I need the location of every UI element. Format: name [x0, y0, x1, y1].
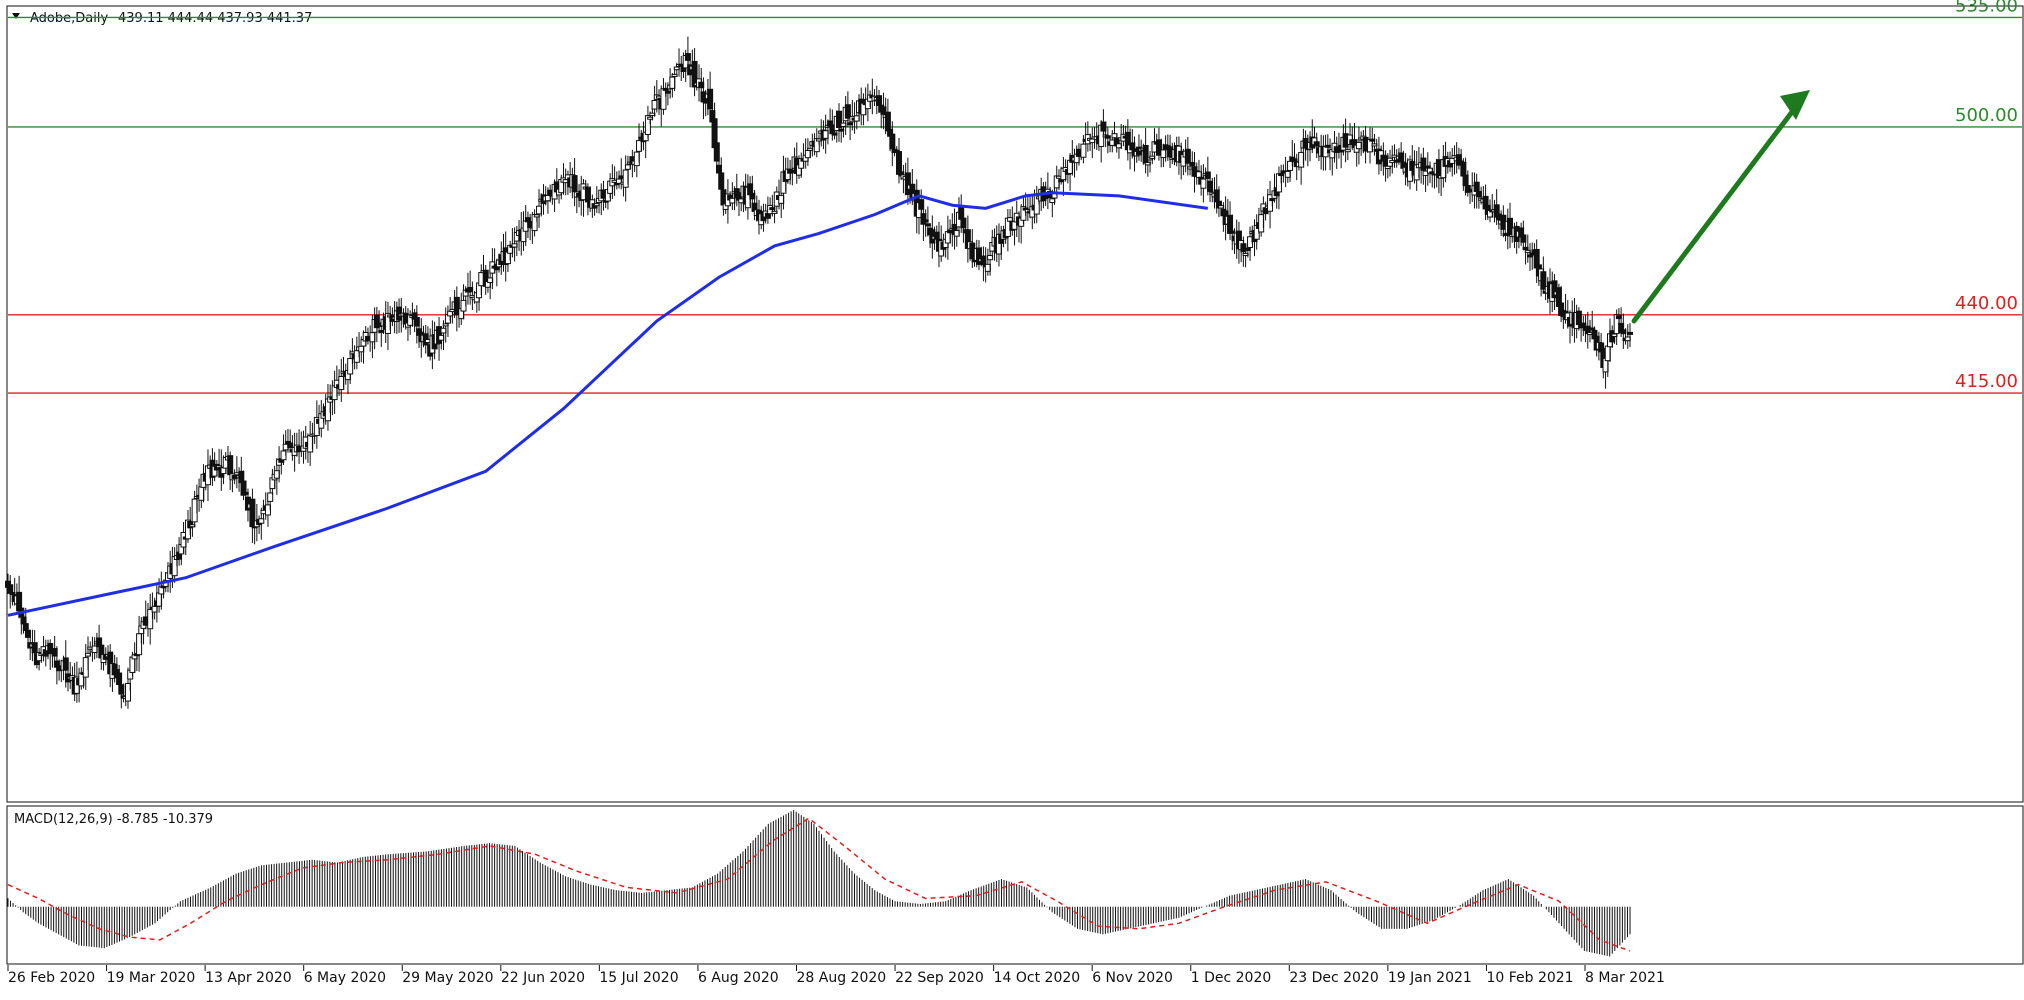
candle-body-540 [1204, 171, 1211, 179]
instrument-label: Adobe,Daily [30, 11, 108, 26]
macd-signal-path [7, 817, 1631, 952]
candle-body-603 [1344, 149, 1351, 153]
candle-body-288 [644, 115, 651, 135]
macd-panel-header: MACD(12,26,9) -8.785 -10.379 [14, 812, 213, 827]
x-axis: 26 Feb 2020 19 Mar 2020 13 Apr 2020 6 May 2… [7, 965, 1665, 986]
candle-body-730 [1627, 331, 1633, 335]
x-axis-label-8: 28 Aug 2020 [797, 970, 887, 986]
forecast-arrow-head-icon [1780, 90, 1810, 120]
candle-body-321 [718, 172, 725, 190]
price-levels: 535.00 500.00 440.00 415.00 [8, 0, 2022, 394]
moving-average-line [7, 191, 1209, 617]
x-axis-label-0: 26 Feb 2020 [8, 970, 95, 986]
moving-average-series [7, 191, 1209, 617]
x-axis-label-1: 19 Mar 2020 [107, 970, 196, 986]
candle-body-442 [987, 254, 994, 261]
x-axis-label-4: 29 May 2020 [402, 970, 493, 986]
forecast-arrow [1631, 90, 1810, 324]
candle-body-9 [24, 629, 31, 638]
candle-body-374 [835, 110, 842, 128]
price-candles [5, 36, 1633, 709]
x-axis-label-13: 23 Dec 2020 [1289, 970, 1378, 986]
ohlc-values-label: 439.11 444.44 437.93 441.37 [118, 11, 312, 26]
candle-body-54 [124, 682, 131, 702]
price-panel-border [6, 5, 2024, 803]
candle-body-691 [1540, 271, 1547, 290]
candle-body-118 [267, 492, 274, 502]
candle-body-319 [713, 142, 720, 162]
x-axis-label-15: 10 Feb 2021 [1486, 970, 1573, 986]
candle-body-309 [691, 60, 698, 88]
candle-body-430 [960, 217, 967, 229]
price-level-label-2: 440.00 [1955, 293, 2018, 314]
x-axis-label-9: 22 Sep 2020 [895, 970, 984, 986]
candle-body-495 [1104, 135, 1111, 139]
dropdown-triangle-icon[interactable] [12, 13, 20, 19]
x-axis-label-7: 6 Aug 2020 [698, 970, 779, 986]
x-axis-label-16: 8 Mar 2021 [1585, 970, 1665, 986]
price-level-label-1: 500.00 [1955, 105, 2018, 126]
forecast-arrow-shaft [1631, 101, 1801, 324]
candle-body-316 [707, 88, 714, 110]
x-axis-label-2: 13 Apr 2020 [205, 970, 292, 986]
candle-body-12 [31, 642, 38, 654]
x-axis-label-14: 19 Jan 2021 [1388, 970, 1472, 986]
x-axis-label-3: 6 May 2020 [304, 970, 386, 986]
price-level-label-0: 535.00 [1955, 0, 2018, 16]
macd-histogram [7, 810, 1631, 957]
price-level-label-3: 415.00 [1955, 371, 2018, 392]
candle-body-114 [258, 518, 265, 524]
x-axis-label-10: 14 Oct 2020 [994, 970, 1081, 986]
candle-body-538 [1200, 178, 1207, 189]
x-axis-label-11: 6 Nov 2020 [1092, 970, 1173, 986]
candle-body-26 [62, 657, 69, 671]
macd-signal-line [7, 817, 1631, 952]
x-axis-label-5: 22 Jun 2020 [501, 970, 585, 986]
price-panel-header: Adobe,Daily 439.11 444.44 437.93 441.37 [12, 11, 312, 26]
candle-body-484 [1080, 143, 1087, 158]
macd-indicator-label: MACD(12,26,9) -8.785 -10.379 [14, 812, 213, 827]
x-axis-label-6: 15 Jul 2020 [599, 970, 678, 986]
candle-body-300 [671, 73, 678, 77]
macd-panel-border [6, 805, 2024, 965]
x-axis-label-12: 1 Dec 2020 [1191, 970, 1272, 986]
candle-body-154 [347, 358, 354, 375]
